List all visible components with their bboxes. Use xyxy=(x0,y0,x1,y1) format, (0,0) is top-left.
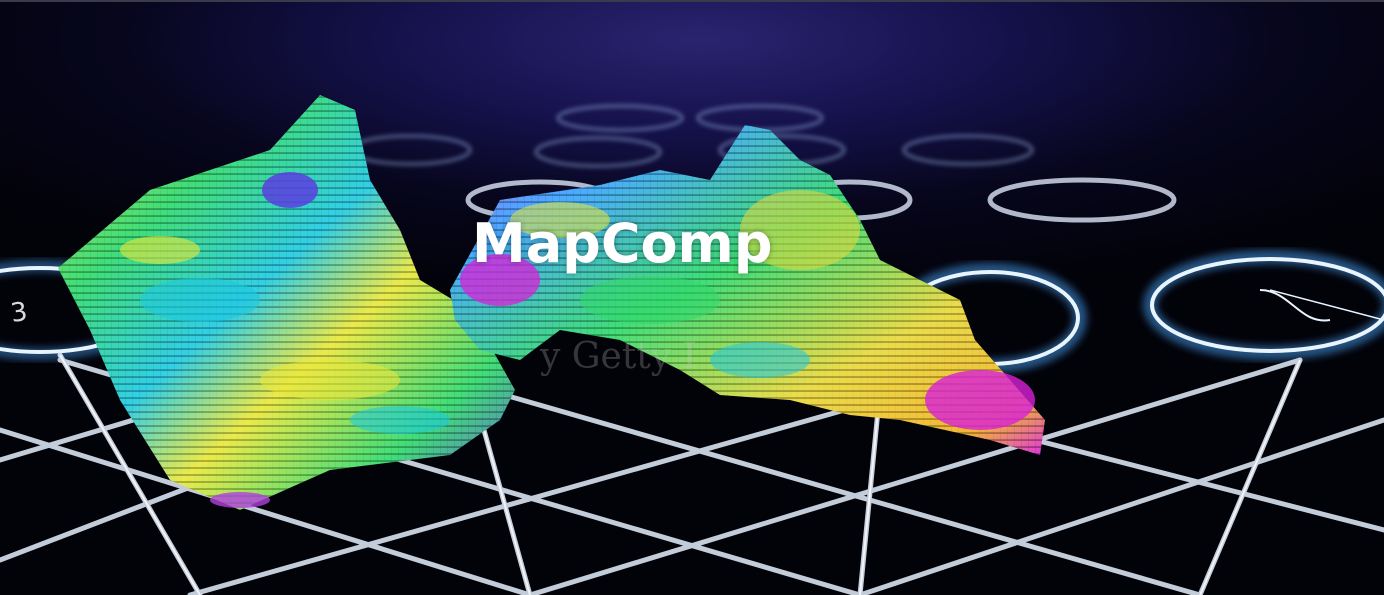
ring-label-ghost: 3 xyxy=(9,297,30,329)
background-rings xyxy=(348,104,1034,168)
top-border xyxy=(0,0,1384,2)
3d-voxel-surface-illustration xyxy=(58,95,1045,510)
hero-title: MapComp xyxy=(472,212,773,275)
watermark-ghost: y Getty I xyxy=(539,336,697,377)
